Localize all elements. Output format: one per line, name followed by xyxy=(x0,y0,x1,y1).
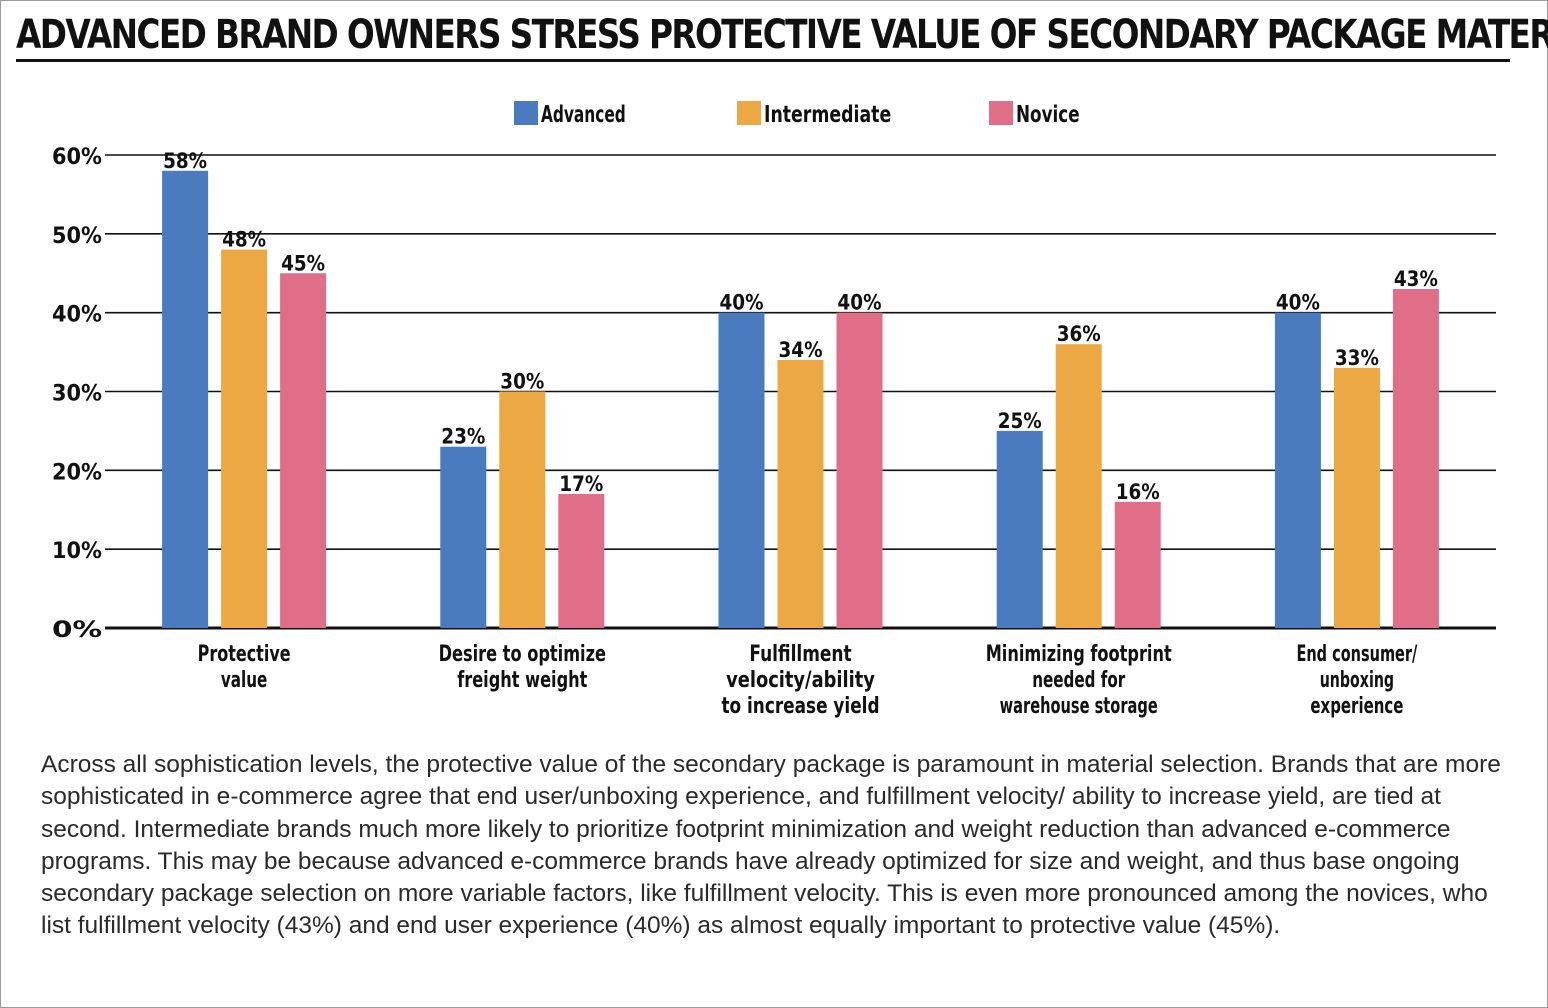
category-label: Minimizing footprint xyxy=(986,642,1172,667)
title-underline xyxy=(16,59,1510,62)
bar-intermediate-5 xyxy=(1333,367,1380,628)
y-tick-label: 60% xyxy=(52,145,102,170)
bar-intermediate-2 xyxy=(499,391,546,628)
data-label: 40% xyxy=(720,291,764,315)
data-label: 17% xyxy=(559,472,603,496)
y-tick-label: 50% xyxy=(52,224,102,249)
category-label: unboxing xyxy=(1320,668,1394,693)
bar-advanced-1 xyxy=(162,170,209,628)
data-label: 30% xyxy=(500,370,544,394)
legend-swatch-intermediate xyxy=(737,101,761,125)
bar-advanced-2 xyxy=(440,446,487,628)
data-label: 23% xyxy=(441,425,485,449)
y-tick-label: 30% xyxy=(52,382,102,407)
bar-novice-3 xyxy=(836,312,883,628)
y-tick-label: 40% xyxy=(52,303,102,328)
legend-swatch-advanced xyxy=(514,101,538,125)
chart-caption: Across all sophistication levels, the pr… xyxy=(41,751,1501,940)
data-label: 25% xyxy=(998,409,1042,433)
category-label: Protective xyxy=(198,642,291,667)
bar-novice-2 xyxy=(558,493,605,628)
data-label: 36% xyxy=(1057,322,1101,346)
bar-novice-5 xyxy=(1392,289,1439,628)
data-label: 43% xyxy=(1394,267,1438,291)
category-label: needed for xyxy=(1032,668,1125,693)
data-label: 34% xyxy=(779,338,823,362)
data-label: 33% xyxy=(1335,346,1379,370)
data-label: 40% xyxy=(838,291,882,315)
bar-advanced-3 xyxy=(718,312,765,628)
bar-intermediate-3 xyxy=(777,359,824,628)
y-tick-label: 20% xyxy=(52,460,102,485)
category-label: warehouse storage xyxy=(1000,694,1158,719)
bar-novice-4 xyxy=(1114,501,1161,628)
category-label: Fulfillment xyxy=(749,642,852,667)
data-label: 45% xyxy=(281,251,325,275)
category-label: End consumer/ xyxy=(1296,642,1418,667)
legend-label-intermediate: Intermediate xyxy=(764,102,891,128)
category-label: to increase yield xyxy=(721,694,879,719)
bar-advanced-5 xyxy=(1274,312,1321,628)
bar-intermediate-4 xyxy=(1055,344,1102,628)
category-label: value xyxy=(221,668,268,693)
legend-label-novice: Novice xyxy=(1016,102,1080,128)
data-label: 48% xyxy=(222,228,266,252)
category-label: freight weight xyxy=(457,668,588,693)
bar-intermediate-1 xyxy=(221,249,268,628)
data-label: 40% xyxy=(1276,291,1320,315)
bar-advanced-4 xyxy=(996,430,1043,628)
data-label: 16% xyxy=(1116,480,1160,504)
y-tick-label: 10% xyxy=(52,539,102,564)
category-label: Desire to optimize xyxy=(439,642,606,667)
legend-swatch-novice xyxy=(989,101,1013,125)
category-label: experience xyxy=(1310,694,1403,719)
data-label: 58% xyxy=(163,149,207,173)
bar-novice-1 xyxy=(280,273,327,628)
y-tick-label: 0% xyxy=(52,618,102,643)
bar-chart: 0% 10% 20% 30% 40% 50% 60% Advanced Intermediate… xyxy=(52,101,1496,719)
chart-title: ADVANCED BRAND OWNERS STRESS PROTECTIVE … xyxy=(16,12,1548,58)
category-label: velocity/ability xyxy=(726,668,875,693)
legend-label-advanced: Advanced xyxy=(541,102,626,128)
